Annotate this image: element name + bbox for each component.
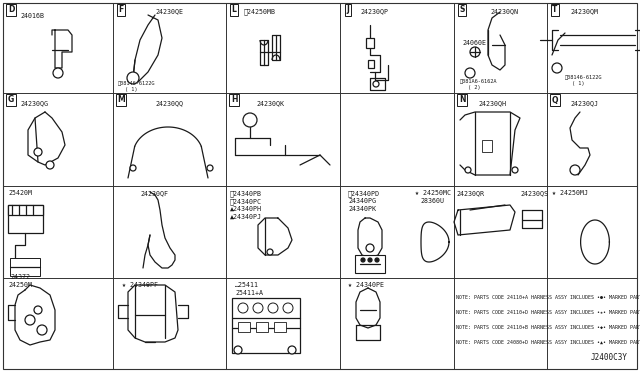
Text: S: S bbox=[460, 6, 465, 15]
Text: 24230QN: 24230QN bbox=[490, 8, 518, 14]
Text: 24230QG: 24230QG bbox=[20, 100, 48, 106]
Text: ▲24340PJ: ▲24340PJ bbox=[230, 214, 262, 220]
Text: NOTE: PARTS CODE 24080+D HARNESS ASSY INCLUDES •▲• MARKED PARTS.: NOTE: PARTS CODE 24080+D HARNESS ASSY IN… bbox=[456, 340, 640, 345]
Text: 25420M: 25420M bbox=[8, 190, 32, 196]
Circle shape bbox=[368, 258, 372, 262]
Circle shape bbox=[25, 315, 35, 325]
Text: M: M bbox=[117, 96, 125, 105]
Text: 24230QR: 24230QR bbox=[456, 190, 484, 196]
Bar bbox=[256, 322, 268, 332]
Text: ★ 24340PE: ★ 24340PE bbox=[348, 282, 384, 288]
Text: ( 2): ( 2) bbox=[468, 85, 481, 90]
Text: 24230QM: 24230QM bbox=[570, 8, 598, 14]
Circle shape bbox=[34, 306, 42, 314]
Circle shape bbox=[130, 165, 136, 171]
Text: ⓒ081A6-6162A: ⓒ081A6-6162A bbox=[460, 79, 497, 84]
Text: J2400C3Y: J2400C3Y bbox=[591, 353, 628, 362]
Text: 24340PG: 24340PG bbox=[348, 198, 376, 204]
Text: G: G bbox=[8, 96, 14, 105]
Circle shape bbox=[53, 68, 63, 78]
Bar bbox=[482, 140, 492, 152]
Circle shape bbox=[238, 303, 248, 313]
Text: 24230QH: 24230QH bbox=[478, 100, 506, 106]
Text: NOTE: PARTS CODE 24110+D HARNESS ASSY INCLUDES •★• MARKED PARTS.: NOTE: PARTS CODE 24110+D HARNESS ASSY IN… bbox=[456, 310, 640, 315]
Text: Q: Q bbox=[552, 96, 558, 105]
Text: ★ 24340PF: ★ 24340PF bbox=[122, 282, 158, 288]
Circle shape bbox=[34, 148, 42, 156]
Text: 24230QJ: 24230QJ bbox=[570, 100, 598, 106]
Bar bbox=[366, 38, 374, 48]
Text: 24230QP: 24230QP bbox=[360, 8, 388, 14]
Circle shape bbox=[470, 47, 480, 57]
Bar bbox=[10, 258, 40, 276]
Bar bbox=[8, 205, 43, 233]
Text: ▲24340PH: ▲24340PH bbox=[230, 206, 262, 212]
Circle shape bbox=[46, 161, 54, 169]
Circle shape bbox=[37, 325, 47, 335]
Text: D: D bbox=[8, 6, 14, 15]
Bar bbox=[232, 298, 300, 353]
Text: 24230QQ: 24230QQ bbox=[155, 100, 183, 106]
Text: 24230QF: 24230QF bbox=[140, 190, 168, 196]
Circle shape bbox=[552, 63, 562, 73]
Text: 24230QE: 24230QE bbox=[155, 8, 183, 14]
Bar bbox=[8, 205, 43, 215]
Text: …25411: …25411 bbox=[235, 282, 259, 288]
Circle shape bbox=[366, 244, 374, 252]
Bar bbox=[355, 255, 385, 273]
Text: J: J bbox=[347, 6, 349, 15]
Text: ‥24250MB: ‥24250MB bbox=[244, 8, 276, 15]
Text: 24340PK: 24340PK bbox=[348, 206, 376, 212]
Circle shape bbox=[288, 346, 296, 354]
Bar bbox=[238, 322, 250, 332]
Circle shape bbox=[207, 165, 213, 171]
Text: 24250M: 24250M bbox=[8, 282, 32, 288]
Text: ( 1): ( 1) bbox=[572, 81, 584, 86]
Circle shape bbox=[253, 303, 263, 313]
Text: ★ 24250MJ: ★ 24250MJ bbox=[552, 190, 588, 196]
Text: 28360U: 28360U bbox=[420, 198, 444, 204]
Text: 24372: 24372 bbox=[10, 274, 30, 280]
Text: ( 1): ( 1) bbox=[125, 87, 138, 92]
Text: ‥24340PC: ‥24340PC bbox=[230, 198, 262, 205]
Circle shape bbox=[512, 167, 518, 173]
Text: 24230QK: 24230QK bbox=[256, 100, 284, 106]
Circle shape bbox=[570, 165, 580, 175]
Circle shape bbox=[361, 258, 365, 262]
Circle shape bbox=[283, 303, 293, 313]
Circle shape bbox=[267, 249, 273, 255]
Circle shape bbox=[234, 346, 242, 354]
Text: 24060E: 24060E bbox=[462, 40, 486, 46]
Text: 24016B: 24016B bbox=[20, 13, 44, 19]
Bar bbox=[368, 60, 374, 68]
Text: N: N bbox=[459, 96, 465, 105]
Text: ‥24340PB: ‥24340PB bbox=[230, 190, 262, 197]
Circle shape bbox=[243, 113, 257, 127]
Circle shape bbox=[127, 72, 139, 84]
Circle shape bbox=[465, 68, 475, 78]
Text: NOTE: PARTS CODE 24110+A HARNESS ASSY INCLUDES •●• MARKED PARTS.: NOTE: PARTS CODE 24110+A HARNESS ASSY IN… bbox=[456, 295, 640, 300]
Circle shape bbox=[373, 81, 379, 87]
Circle shape bbox=[465, 167, 471, 173]
Text: 24230QS: 24230QS bbox=[520, 190, 548, 196]
Text: T: T bbox=[552, 6, 557, 15]
Text: NOTE: PARTS CODE 24110+B HARNESS ASSY INCLUDES •◆• MARKED PARTS.: NOTE: PARTS CODE 24110+B HARNESS ASSY IN… bbox=[456, 325, 640, 330]
Bar bbox=[274, 322, 286, 332]
Text: ⓒ08146-6122G: ⓒ08146-6122G bbox=[118, 81, 156, 86]
Text: L: L bbox=[232, 6, 236, 15]
Text: ‥24340PD: ‥24340PD bbox=[348, 190, 380, 197]
Circle shape bbox=[375, 258, 379, 262]
Text: 25411+A: 25411+A bbox=[235, 290, 263, 296]
Text: F: F bbox=[118, 6, 124, 15]
Text: H: H bbox=[231, 96, 237, 105]
Text: ★ 24250MC: ★ 24250MC bbox=[415, 190, 451, 196]
Text: ⓒ08146-6122G: ⓒ08146-6122G bbox=[565, 75, 602, 80]
Circle shape bbox=[268, 303, 278, 313]
